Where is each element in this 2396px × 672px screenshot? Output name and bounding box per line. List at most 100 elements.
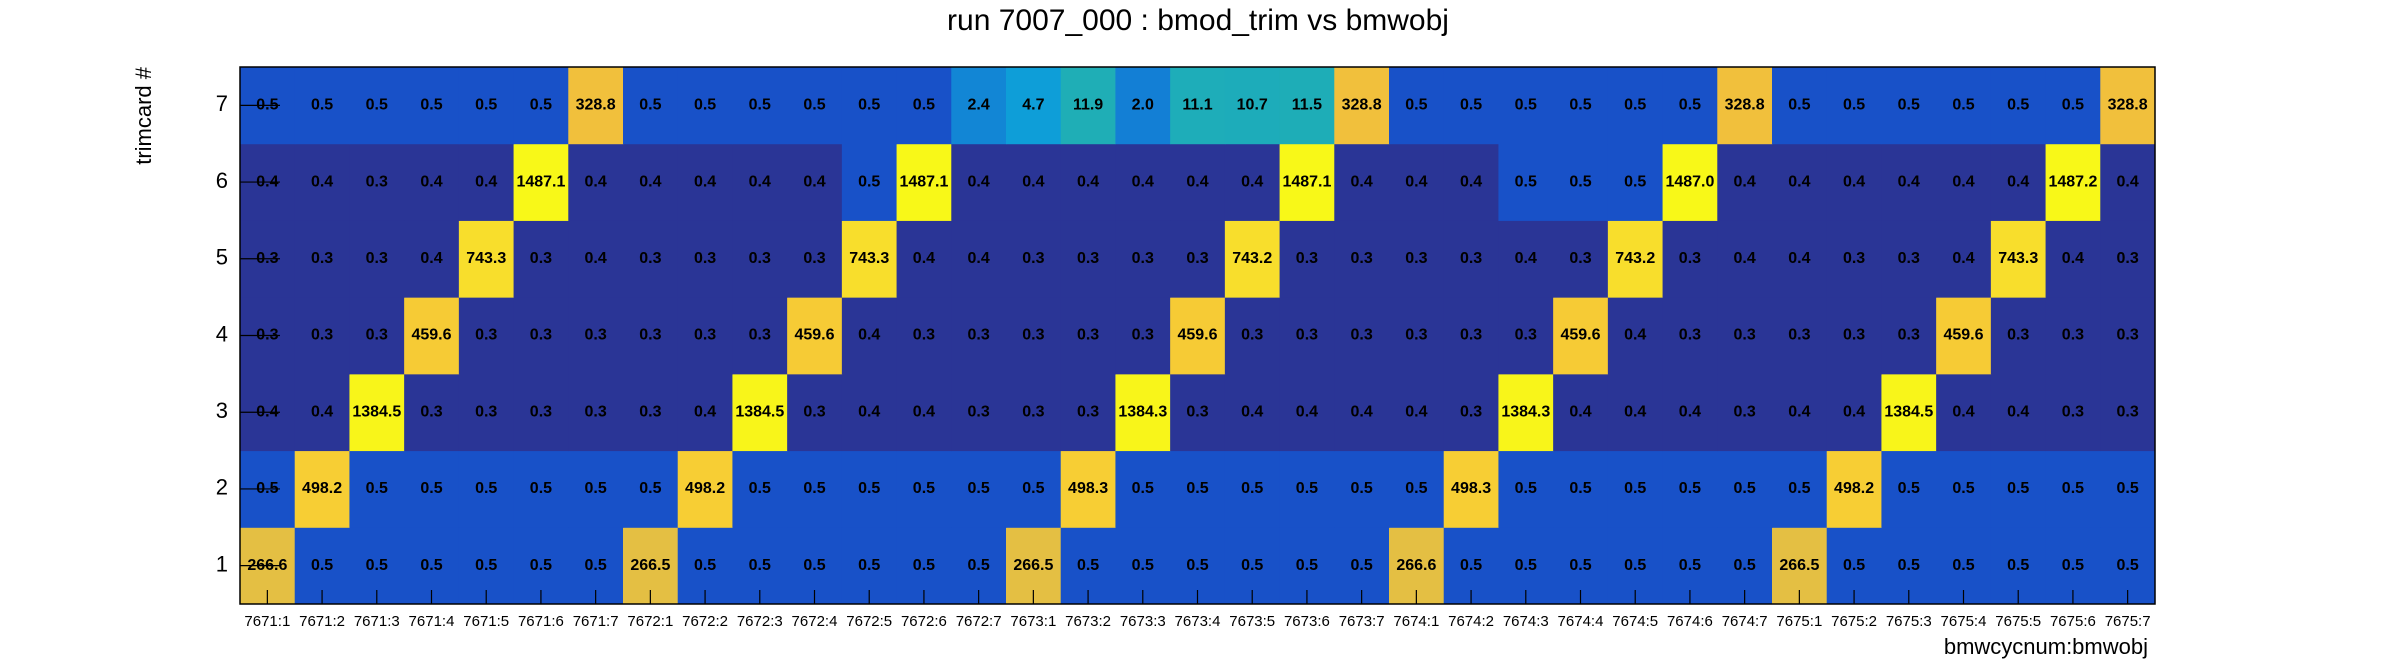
- heatmap-cell: [513, 67, 569, 145]
- cell-label: 0.5: [1952, 557, 1974, 574]
- heatmap-cell: [1115, 450, 1171, 528]
- cell-label: 0.3: [2062, 327, 2084, 344]
- heatmap-cell: [732, 373, 788, 452]
- cell-label: 0.4: [749, 173, 771, 190]
- heatmap-cell: [294, 450, 350, 528]
- heatmap-cell: [1717, 373, 1773, 452]
- cell-label: 0.3: [803, 250, 825, 267]
- cell-label: 498.2: [1834, 480, 1874, 497]
- cell-label: 743.3: [1998, 250, 2038, 267]
- heatmap-cell: [1990, 220, 2047, 298]
- cell-label: 0.4: [1515, 250, 1537, 267]
- heatmap-cell: [1881, 373, 1937, 452]
- heatmap-cell: [1279, 143, 1335, 221]
- cell-label: 0.5: [2007, 480, 2029, 497]
- heatmap-cell: [896, 450, 952, 528]
- heatmap-cell: [841, 450, 898, 528]
- heatmap-cell: [1553, 297, 1609, 375]
- x-tick-label: 7674:6: [1667, 613, 1713, 630]
- heatmap-cell: [1060, 67, 1116, 145]
- cell-label: 0.3: [913, 327, 935, 344]
- cell-label: 498.3: [1068, 480, 1108, 497]
- cell-label: 0.5: [1569, 480, 1591, 497]
- heatmap-cell: [568, 220, 624, 298]
- heatmap-cell: [1662, 67, 1718, 145]
- x-tick-label: 7672:3: [737, 613, 783, 630]
- cell-label: 0.5: [858, 480, 880, 497]
- heatmap-cell: [1389, 220, 1445, 298]
- cell-label: 0.5: [1788, 480, 1810, 497]
- x-tick-label: 7673:4: [1175, 613, 1221, 630]
- cell-label: 0.3: [1898, 327, 1920, 344]
- heatmap-cell: [1826, 297, 1882, 375]
- heatmap-cell: [1826, 373, 1882, 452]
- heatmap-cell: [1607, 220, 1664, 298]
- cell-label: 0.3: [2117, 403, 2139, 420]
- cell-label: 0.4: [585, 250, 607, 267]
- x-tick-label: 7671:6: [518, 613, 564, 630]
- heatmap-cell: [1334, 297, 1390, 375]
- cell-label: 328.8: [1725, 97, 1765, 114]
- cell-label: 0.4: [858, 327, 880, 344]
- heatmap-cell: [896, 297, 952, 375]
- chart-title: run 7007_000 : bmod_trim vs bmwobj: [947, 4, 1449, 37]
- cell-label: 0.3: [694, 250, 716, 267]
- heatmap-cell: [1717, 67, 1773, 145]
- cell-label: 0.5: [1624, 480, 1646, 497]
- cell-label: 0.5: [420, 97, 442, 114]
- heatmap-cell: [1224, 220, 1281, 298]
- heatmap-cell: [1334, 373, 1390, 452]
- cell-label: 0.4: [2117, 173, 2139, 190]
- heatmap-cell: [1498, 297, 1554, 375]
- cell-label: 4.7: [1022, 97, 1044, 114]
- y-tick-label: 3: [216, 398, 228, 423]
- cell-label: 0.3: [749, 250, 771, 267]
- heatmap-cell: [732, 67, 788, 145]
- heatmap-cell: [568, 297, 624, 375]
- cell-label: 0.5: [2062, 557, 2084, 574]
- heatmap-cell: [1553, 67, 1609, 145]
- cell-label: 0.5: [1898, 480, 1920, 497]
- x-tick-label: 7672:6: [901, 613, 947, 630]
- cell-label: 0.5: [311, 97, 333, 114]
- cell-label: 0.3: [749, 327, 771, 344]
- cell-label: 266.5: [630, 557, 670, 574]
- heatmap-cell: [2100, 143, 2156, 221]
- cell-label: 0.3: [530, 403, 552, 420]
- heatmap-cell: [623, 297, 679, 375]
- cell-label: 0.5: [366, 557, 388, 574]
- cell-label: 11.5: [1292, 97, 1322, 114]
- cell-label: 0.5: [1624, 97, 1646, 114]
- heatmap-cell: [2045, 67, 2101, 145]
- x-tick-label: 7674:4: [1558, 613, 1604, 630]
- heatmap-cell: [951, 220, 1007, 298]
- heatmap-cell: [1662, 373, 1718, 452]
- x-tick-label: 7674:3: [1503, 613, 1549, 630]
- cell-label: 0.5: [858, 173, 880, 190]
- cell-label: 0.4: [1241, 403, 1263, 420]
- cell-label: 0.3: [530, 327, 552, 344]
- cell-label: 0.5: [2062, 480, 2084, 497]
- heatmap-cell: [951, 143, 1007, 221]
- heatmap-cell: [1334, 143, 1390, 221]
- cell-label: 1487.1: [899, 173, 948, 190]
- x-tick-label: 7671:3: [354, 613, 400, 630]
- heatmap-cell: [1115, 143, 1171, 221]
- heatmap-cell: [1772, 220, 1828, 298]
- cell-label: 0.3: [639, 327, 661, 344]
- cell-label: 0.4: [1186, 173, 1208, 190]
- heatmap-cell: [349, 220, 405, 298]
- heatmap-cell: [787, 297, 843, 375]
- cell-label: 0.5: [1515, 557, 1537, 574]
- heatmap-cell: [1607, 373, 1664, 452]
- heatmap-cell: [896, 143, 952, 221]
- heatmap-cell: [2100, 297, 2156, 375]
- cell-label: 0.5: [639, 480, 661, 497]
- heatmap-cell: [732, 450, 788, 528]
- cell-label: 266.6: [1396, 557, 1436, 574]
- cell-label: 0.4: [311, 173, 333, 190]
- heatmap-cell: [2045, 297, 2101, 375]
- cell-label: 0.3: [639, 403, 661, 420]
- heatmap-cell: [404, 220, 460, 298]
